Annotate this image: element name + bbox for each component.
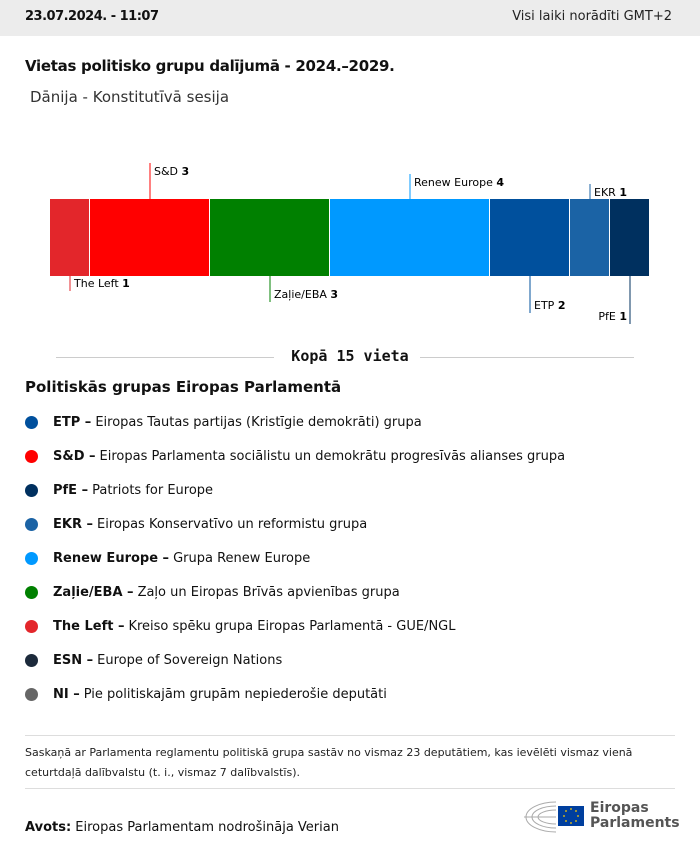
data-label: The Left 1 — [73, 277, 130, 290]
total-seats: Kopā 15 vieta — [0, 347, 700, 365]
source-label: Avots: — [25, 820, 72, 835]
data-label: Renew Europe 4 — [414, 176, 504, 189]
legend-item: The Left – Kreiso spēku grupa Eiropas Par… — [25, 609, 565, 643]
group-abbr: ESN – — [53, 652, 94, 668]
group-abbr: The Left – — [53, 618, 125, 634]
bar-etp — [490, 199, 569, 276]
group-abbr: S&D – — [53, 448, 96, 464]
data-label: ETP 2 — [534, 299, 565, 312]
group-abbr: EKR – — [53, 516, 93, 532]
datetime: 23.07.2024. - 11:07 — [25, 9, 159, 24]
ep-logo[interactable]: Eiropas Parlaments — [522, 798, 680, 834]
source-text: Eiropas Parlamentam nodrošināja Verian — [75, 820, 339, 835]
legend-item: S&D – Eiropas Parlamenta sociālistu un de… — [25, 439, 565, 473]
color-dot-icon — [25, 687, 38, 701]
color-dot-icon — [25, 483, 38, 497]
group-abbr: ETP – — [53, 414, 92, 430]
bar-s-d — [90, 199, 209, 276]
legend-item: Renew Europe – Grupa Renew Europe — [25, 541, 565, 575]
legend-item: EKR – Eiropas Konservatīvo un reformistu … — [25, 507, 565, 541]
group-name: Patriots for Europe — [92, 482, 214, 498]
group-name: Grupa Renew Europe — [173, 550, 311, 566]
data-label: PfE 1 — [598, 310, 627, 323]
group-name: Pie politiskajām grupām nepiederošie dep… — [83, 686, 387, 702]
color-dot-icon — [25, 551, 38, 565]
color-dot-icon — [25, 449, 38, 463]
group-name: Eiropas Parlamenta sociālistu un demokrā… — [99, 448, 566, 464]
data-label: EKR 1 — [594, 186, 627, 199]
seat-chart: The Left 1 S&D 3 Zaļie/EBA 3 Renew Europe 4… — [50, 163, 649, 324]
group-name: Zaļo un Eiropas Brīvās apvienības grupa — [137, 584, 400, 600]
page-subtitle: Dānija - Konstitutīvā sesija — [30, 88, 230, 106]
divider — [25, 788, 675, 789]
bar-pfe — [610, 199, 649, 276]
legend-item: Zaļie/EBA – Zaļo un Eiropas Brīvās apvien… — [25, 575, 565, 609]
source: Avots: Eiropas Parlamentam nodrošināja V… — [25, 820, 339, 835]
group-abbr: Renew Europe – — [53, 550, 170, 566]
bar-za-ie-eba — [210, 199, 329, 276]
data-label: S&D 3 — [154, 165, 189, 178]
parliament-hemicycle-icon — [524, 801, 584, 833]
group-name: Kreiso spēku grupa Eiropas Parlamentā - … — [128, 618, 456, 634]
legend-item: PfE – Patriots for Europe — [25, 473, 565, 507]
bar-the-left — [50, 199, 89, 276]
legend: ETP – Eiropas Tautas partijas (Kristīgie … — [25, 405, 565, 711]
group-name: Eiropas Tautas partijas (Kristīgie demok… — [95, 414, 422, 430]
group-abbr: NI – — [53, 686, 80, 702]
rules-note: Saskaņā ar Parlamenta reglamentu politis… — [25, 746, 633, 779]
color-dot-icon — [25, 653, 38, 667]
bar-renew-europe — [330, 199, 489, 276]
total-label: Kopā 15 vieta — [291, 347, 409, 365]
legend-item: ETP – Eiropas Tautas partijas (Kristīgie … — [25, 405, 565, 439]
legend-item: ESN – Europe of Sovereign Nations — [25, 643, 565, 677]
color-dot-icon — [25, 619, 38, 633]
bar-ekr — [570, 199, 609, 276]
color-dot-icon — [25, 585, 38, 599]
color-dot-icon — [25, 415, 38, 429]
top-bar: 23.07.2024. - 11:07 Visi laiki norādīti … — [0, 0, 700, 36]
logo-text: Eiropas Parlaments — [590, 800, 680, 831]
group-abbr: Zaļie/EBA – — [53, 584, 134, 600]
color-dot-icon — [25, 517, 38, 531]
page-title: Vietas politisko grupu dalījumā - 2024.–… — [25, 57, 395, 75]
divider — [420, 357, 634, 358]
group-name: Eiropas Konservatīvo un reformistu grupa — [97, 516, 368, 532]
divider — [56, 357, 274, 358]
group-abbr: PfE – — [53, 482, 89, 498]
data-label: Zaļie/EBA 3 — [274, 288, 338, 301]
legend-title: Politiskās grupas Eiropas Parlamentā — [25, 378, 342, 396]
divider — [25, 735, 675, 736]
legend-item: NI – Pie politiskajām grupām nepiederošie… — [25, 677, 565, 711]
group-name: Europe of Sovereign Nations — [97, 652, 283, 668]
timezone-note: Visi laiki norādīti GMT+2 — [512, 9, 672, 24]
